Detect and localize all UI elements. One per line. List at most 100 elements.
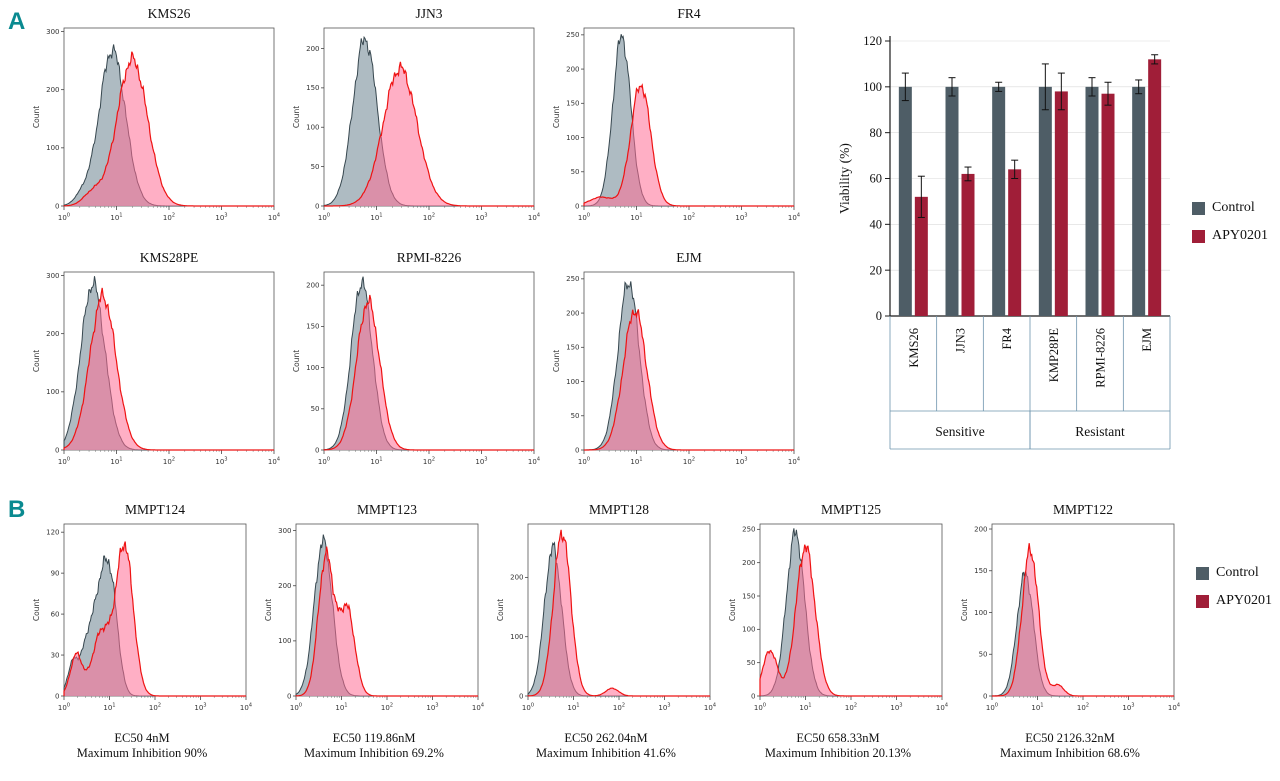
svg-text:101: 101: [110, 457, 122, 467]
svg-text:150: 150: [974, 567, 987, 575]
svg-text:101: 101: [630, 213, 642, 223]
ec50-caption: EC50 262.04nM: [564, 731, 648, 745]
histogram-title: EJM: [676, 250, 702, 265]
flow-histogram-JJN3: JJN3 0 50 100 150 200 Count 100 101 102 103 104: [292, 6, 541, 223]
treated-bar-KMP28PE: [1054, 91, 1068, 317]
svg-text:200: 200: [306, 45, 319, 53]
treated-curve: [760, 544, 942, 696]
control-bar-KMP28PE: [1038, 86, 1052, 316]
svg-text:104: 104: [1168, 703, 1181, 713]
svg-text:0: 0: [315, 446, 319, 454]
y-axis-label: Count: [32, 106, 41, 128]
svg-text:0: 0: [751, 692, 755, 700]
legend-entry-treated: APY0201: [1196, 593, 1272, 609]
svg-text:0: 0: [575, 202, 579, 210]
svg-text:100: 100: [863, 80, 882, 94]
svg-text:150: 150: [566, 100, 579, 108]
control-curve: [64, 44, 274, 207]
treated-curve: [324, 295, 534, 450]
svg-text:104: 104: [268, 213, 281, 223]
flow-plot-MMPT125: MMPT125 0 50 100 150 200 250 Count 100 101 102 103 1…: [726, 500, 950, 761]
svg-text:100: 100: [318, 213, 330, 223]
flow-plot-FR4: FR4 0 50 100 150 200 250 Count 100 101 102 103 104: [550, 4, 802, 241]
histogram-title: FR4: [677, 6, 701, 21]
treated-bar-JJN3: [961, 173, 975, 316]
svg-text:0: 0: [983, 692, 987, 700]
svg-text:200: 200: [566, 65, 579, 73]
flow-plot-EJM: EJM 0 50 100 150 200 250 Count 100 101 102 103 104: [550, 248, 802, 485]
svg-text:0: 0: [55, 446, 59, 454]
viability-bar-chart: 0 20 40 60 80 100 120 Viability (%) KMS26 JJN3 FR4…: [834, 16, 1184, 461]
svg-text:250: 250: [566, 31, 579, 39]
treated-swatch: [1192, 229, 1205, 243]
treated-outline: [324, 61, 534, 207]
ec50-caption: EC50 2126.32nM: [1025, 731, 1115, 745]
svg-text:90: 90: [51, 569, 60, 577]
control-swatch: [1192, 201, 1205, 215]
svg-text:103: 103: [194, 703, 206, 713]
flow-plot-MMPT128: MMPT128 0 100 200 Count 100 101 102 103 104 EC50 2…: [494, 500, 718, 761]
svg-text:100: 100: [566, 378, 579, 386]
svg-text:104: 104: [528, 457, 541, 467]
svg-text:100: 100: [46, 388, 59, 396]
svg-text:102: 102: [423, 213, 435, 223]
svg-text:104: 104: [528, 213, 541, 223]
treated-outline: [295, 546, 478, 697]
svg-text:100: 100: [510, 633, 523, 641]
control-bar-JJN3: [945, 86, 959, 316]
control-bar-RPMI-8226: [1085, 86, 1099, 316]
histogram-title: JJN3: [415, 6, 442, 21]
svg-text:100: 100: [278, 637, 291, 645]
svg-text:101: 101: [370, 213, 382, 223]
legend-control-label: Control: [1216, 565, 1259, 580]
svg-text:102: 102: [683, 213, 695, 223]
svg-text:100: 100: [522, 703, 534, 713]
svg-text:100: 100: [306, 364, 319, 372]
svg-text:103: 103: [735, 213, 747, 223]
y-axis-label: Count: [960, 599, 969, 621]
svg-text:200: 200: [742, 559, 755, 567]
treated-outline: [63, 287, 274, 451]
svg-text:0: 0: [315, 202, 319, 210]
treated-bar-EJM: [1148, 59, 1162, 316]
svg-text:20: 20: [870, 263, 883, 277]
histogram-title: MMPT124: [125, 502, 185, 517]
flow-histogram-KMS28PE: KMS28PE 0 100 200 300 Count 100 101 102 103 104: [32, 250, 281, 467]
svg-text:103: 103: [426, 703, 438, 713]
svg-text:101: 101: [799, 703, 811, 713]
legend-entry-control: Control: [1192, 200, 1268, 216]
svg-text:150: 150: [742, 592, 755, 600]
svg-text:0: 0: [876, 309, 882, 323]
panel-a-legend: Control APY0201: [1192, 200, 1268, 244]
max-inhibition-caption: Maximum Inhibition 69.2%: [304, 746, 444, 760]
treated-bar-KMS26: [914, 196, 928, 316]
flow-plot-RPMI-8226: RPMI-8226 0 50 100 150 200 Count 100 101 102 103 10…: [290, 248, 542, 485]
svg-text:50: 50: [311, 405, 320, 413]
svg-text:0: 0: [55, 202, 59, 210]
svg-text:150: 150: [306, 323, 319, 331]
y-axis-label: Count: [496, 599, 505, 621]
flow-plot-MMPT124: MMPT124 0 30 60 90 120 Count 100 101 102 103 104 EC5…: [30, 500, 254, 761]
flow-plot-MMPT122: MMPT122 0 50 100 150 200 Count 100 101 102 103 104 E…: [958, 500, 1182, 761]
svg-text:101: 101: [335, 703, 347, 713]
treated-outline: [759, 544, 942, 697]
svg-text:0: 0: [55, 692, 59, 700]
svg-text:150: 150: [306, 84, 319, 92]
svg-text:120: 120: [46, 528, 59, 536]
y-axis-label: Count: [32, 599, 41, 621]
panel-a-label: A: [8, 8, 26, 35]
treated-curve: [64, 51, 274, 207]
svg-text:250: 250: [566, 275, 579, 283]
svg-text:103: 103: [890, 703, 902, 713]
svg-text:50: 50: [571, 412, 580, 420]
svg-text:102: 102: [613, 703, 625, 713]
svg-text:103: 103: [475, 213, 487, 223]
flow-plot-MMPT123: MMPT123 0 100 200 300 Count 100 101 102 103 104 EC5…: [262, 500, 486, 761]
bar-category-label: EJM: [1140, 328, 1154, 352]
svg-text:50: 50: [571, 168, 580, 176]
svg-text:101: 101: [1031, 703, 1043, 713]
control-bar-FR4: [992, 86, 1006, 316]
svg-text:101: 101: [630, 457, 642, 467]
svg-text:60: 60: [870, 172, 883, 186]
